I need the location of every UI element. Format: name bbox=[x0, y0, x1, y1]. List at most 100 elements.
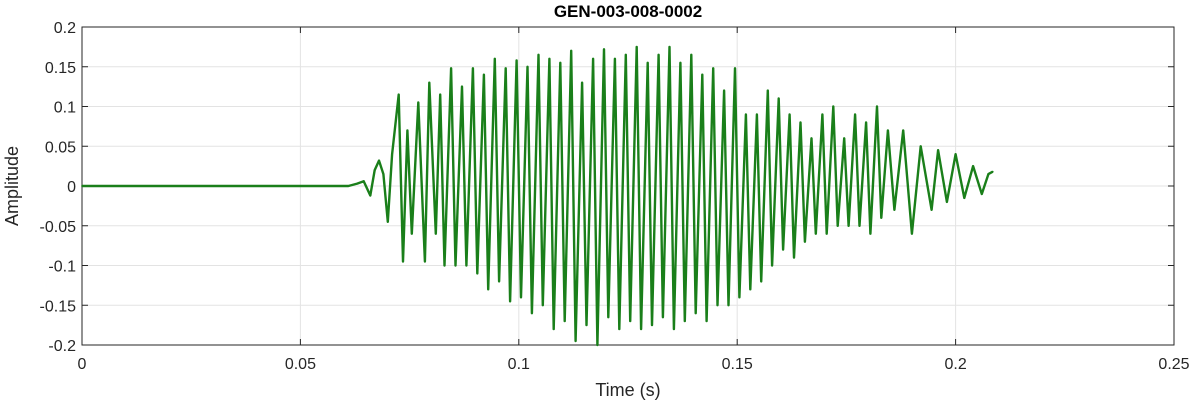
data-point bbox=[756, 113, 758, 116]
x-axis-label: Time (s) bbox=[595, 380, 660, 400]
y-tick-label: 0.1 bbox=[54, 100, 76, 117]
data-point bbox=[911, 232, 913, 235]
data-point bbox=[716, 304, 719, 307]
data-point bbox=[876, 105, 878, 108]
x-tick-label: 0.1 bbox=[508, 356, 530, 373]
series-line bbox=[82, 45, 994, 347]
data-point bbox=[537, 53, 540, 56]
data-point bbox=[804, 240, 806, 243]
data-point bbox=[563, 320, 566, 322]
data-point bbox=[515, 59, 518, 62]
data-point bbox=[614, 57, 616, 60]
data-point bbox=[472, 67, 474, 70]
data-point bbox=[570, 49, 573, 52]
data-point bbox=[843, 137, 846, 140]
data-point bbox=[963, 197, 966, 199]
data-point bbox=[581, 81, 583, 84]
data-point bbox=[887, 129, 889, 132]
data-point bbox=[592, 57, 594, 60]
data-point bbox=[428, 81, 431, 84]
data-point bbox=[624, 53, 627, 56]
data-point bbox=[509, 300, 511, 303]
data-point bbox=[476, 272, 479, 275]
data-point bbox=[810, 137, 813, 140]
x-tick-label: 0.15 bbox=[722, 356, 753, 373]
data-point bbox=[991, 170, 994, 173]
data-point bbox=[673, 328, 675, 330]
data-point bbox=[646, 61, 649, 64]
series-layer bbox=[81, 45, 994, 347]
data-point bbox=[930, 208, 933, 211]
data-point bbox=[668, 46, 671, 48]
data-point bbox=[607, 316, 610, 319]
data-point bbox=[498, 280, 500, 283]
data-point bbox=[749, 288, 752, 291]
data-point bbox=[369, 194, 372, 197]
data-point bbox=[402, 260, 404, 263]
data-point bbox=[683, 320, 686, 322]
data-point bbox=[461, 85, 463, 88]
data-point bbox=[386, 220, 389, 223]
data-point bbox=[858, 224, 861, 227]
data-point bbox=[766, 89, 769, 92]
data-point bbox=[854, 113, 856, 116]
data-point bbox=[937, 149, 939, 152]
data-point bbox=[552, 328, 555, 330]
data-point bbox=[782, 248, 784, 251]
data-point bbox=[454, 264, 457, 267]
data-point bbox=[865, 121, 867, 124]
data-point bbox=[465, 264, 468, 267]
y-tick-label: 0.05 bbox=[45, 139, 76, 156]
data-point bbox=[526, 65, 529, 68]
data-point bbox=[847, 224, 850, 227]
data-point bbox=[531, 312, 533, 315]
data-point bbox=[893, 208, 896, 211]
data-point bbox=[954, 153, 957, 156]
data-point bbox=[919, 145, 922, 148]
data-point bbox=[520, 296, 522, 299]
data-point bbox=[788, 113, 791, 116]
y-tick-label: 0.15 bbox=[45, 60, 76, 77]
data-point bbox=[814, 232, 817, 235]
x-tick-label: 0 bbox=[78, 356, 87, 373]
data-point bbox=[869, 232, 872, 235]
data-point bbox=[832, 105, 835, 108]
data-point bbox=[799, 121, 802, 124]
data-point bbox=[493, 57, 496, 60]
data-point bbox=[727, 304, 730, 307]
data-point bbox=[487, 288, 490, 291]
data-point bbox=[972, 165, 974, 168]
data-point bbox=[410, 232, 413, 235]
data-point bbox=[771, 264, 773, 267]
data-point bbox=[629, 320, 632, 322]
data-point bbox=[439, 93, 442, 96]
data-point bbox=[483, 73, 485, 76]
data-point bbox=[987, 173, 990, 176]
data-point bbox=[585, 324, 588, 326]
y-tick-label: -0.15 bbox=[40, 298, 77, 315]
data-point bbox=[574, 340, 577, 342]
data-point bbox=[603, 48, 605, 51]
data-point bbox=[406, 129, 409, 132]
data-point bbox=[450, 67, 452, 70]
y-tick-label: 0.2 bbox=[54, 20, 76, 37]
data-point bbox=[618, 328, 621, 330]
y-axis-label: Amplitude bbox=[2, 146, 22, 226]
data-point bbox=[434, 232, 437, 235]
data-point bbox=[701, 73, 704, 76]
data-point bbox=[705, 320, 708, 322]
data-point bbox=[902, 129, 905, 132]
x-tick-label: 0.2 bbox=[944, 356, 966, 373]
data-point bbox=[657, 53, 660, 56]
data-point bbox=[391, 153, 393, 156]
data-point bbox=[825, 232, 828, 235]
data-point bbox=[694, 312, 697, 315]
chart-title: GEN-003-008-0002 bbox=[554, 2, 702, 21]
data-point bbox=[777, 97, 780, 100]
data-point bbox=[373, 169, 376, 172]
data-point bbox=[946, 201, 948, 203]
data-point bbox=[651, 324, 653, 326]
data-point bbox=[347, 185, 350, 187]
data-point bbox=[640, 328, 642, 330]
data-point bbox=[559, 61, 562, 64]
